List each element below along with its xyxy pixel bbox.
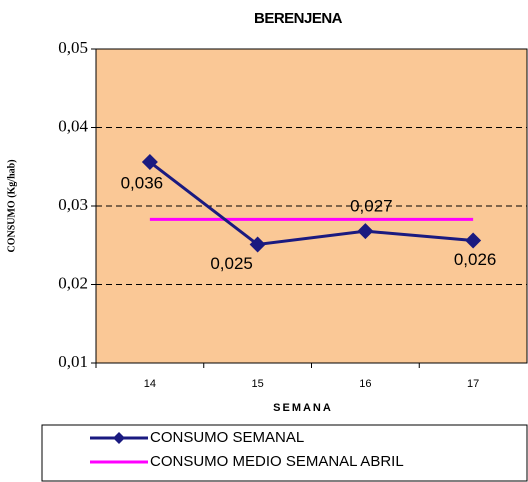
series-line — [148, 160, 474, 247]
legend-label: CONSUMO MEDIO SEMANAL ABRIL — [150, 453, 404, 470]
y-tick-label: 0,05 — [58, 38, 88, 57]
x-tick-label: 14 — [144, 378, 156, 390]
chart-title: BERENJENA — [254, 10, 343, 27]
data-label: 0,027 — [350, 197, 393, 216]
x-tick-label: 15 — [252, 378, 264, 390]
y-axis-label: CONSUMO (Kg/hab) — [6, 159, 17, 252]
marker — [357, 223, 374, 240]
data-label: 0,036 — [121, 174, 164, 193]
legend-box — [41, 424, 528, 482]
legend-marker — [113, 432, 125, 444]
marker — [141, 154, 158, 171]
marker — [465, 232, 482, 249]
y-tick-label: 0,03 — [58, 195, 88, 214]
data-label: 0,025 — [210, 254, 253, 273]
marker — [249, 236, 266, 253]
legend-label: CONSUMO SEMANAL — [150, 429, 304, 446]
x-tick-label: 16 — [359, 378, 371, 390]
y-tick-label: 0,01 — [58, 352, 88, 371]
y-tick-label: 0,04 — [58, 116, 88, 135]
y-tick-label: 0,02 — [58, 273, 88, 292]
data-label: 0,026 — [454, 250, 497, 269]
x-axis-label: SEMANA — [273, 402, 333, 414]
x-tick-label: 17 — [467, 378, 479, 390]
